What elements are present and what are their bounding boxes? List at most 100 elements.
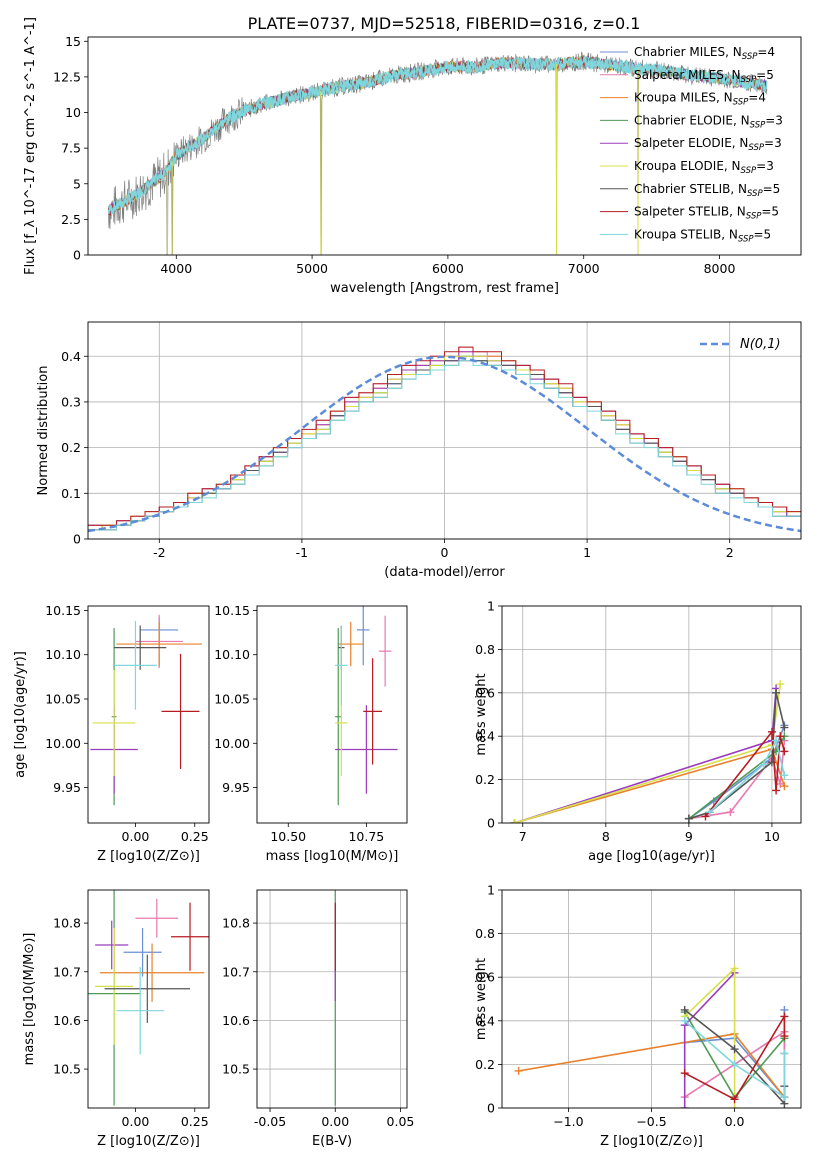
legend-subscript: SSP — [746, 212, 762, 222]
y-tick-label: 10.8 — [53, 916, 81, 931]
x-tick-label: 10.75 — [348, 829, 384, 844]
spectrum-lines — [107, 51, 768, 255]
legend-label: Kroupa MILES, NSSP=4 — [634, 91, 766, 108]
x-tick-label: 0 — [441, 545, 449, 560]
legend-nssp: =3 — [756, 159, 774, 173]
legend-label: Salpeter STELIB, NSSP=5 — [634, 205, 779, 222]
axes-frame — [256, 889, 408, 1109]
y-axis-label: mass [log10(M/M⊙)] — [22, 933, 37, 1066]
y-tick-label: 10.5 — [53, 1062, 81, 1077]
x-tick-label: 8 — [602, 829, 610, 844]
y-tick-label: 9.95 — [53, 780, 81, 795]
weight_vs_age-series — [510, 680, 789, 823]
y-tick-label: 10.15 — [45, 603, 81, 618]
legend-label: Salpeter ELODIE, NSSP=3 — [634, 136, 782, 153]
y-tick-label: 0 — [487, 1101, 495, 1116]
weight_vs_z-axes: −1.0 −0.5 0.0 0 0.2 0.4 0.6 0.8 1 Z [log10(Z/Z⊙)]… — [474, 883, 802, 1149]
x-tick-label: 0.00 — [122, 829, 150, 844]
y-tick-label: 1 — [487, 883, 495, 898]
y-tick-label: 10.05 — [214, 692, 250, 707]
y-tick-label: 0.8 — [475, 642, 495, 657]
x-tick-label: −0.5 — [636, 1114, 666, 1129]
y-axis-label: Normed distribution — [36, 366, 51, 496]
y-tick-label: 10.7 — [53, 964, 81, 979]
age_vs_mass-axes: 10.50 10.75 9.95 10.00 10.05 10.10 10.15 mass [… — [214, 603, 408, 864]
residuals-histograms — [88, 346, 801, 533]
y-axis-label: mass weight — [474, 673, 489, 755]
y-tick-label: 0.2 — [61, 440, 81, 455]
x-tick-label: 4000 — [160, 261, 192, 276]
y-tick-label: 9.95 — [222, 780, 250, 795]
y-tick-label: 10 — [65, 105, 81, 120]
legend-subscript: SSP — [741, 75, 757, 85]
weight_vs_z-series — [514, 964, 789, 1108]
y-tick-label: 0 — [73, 248, 81, 263]
y-tick-label: 5 — [73, 176, 81, 191]
legend-nssp: =4 — [757, 45, 775, 59]
y-tick-label: 0.6 — [475, 970, 495, 985]
legend-label: Salpeter MILES, NSSP=5 — [634, 68, 774, 85]
series-line — [704, 729, 786, 817]
axes-frame — [501, 889, 802, 1109]
x-axis-label: Z [log10(Z/Z⊙)] — [97, 1134, 200, 1149]
y-tick-label: 2.5 — [61, 212, 81, 227]
y-tick-label: 10.7 — [222, 964, 250, 979]
series-line — [514, 748, 786, 823]
histogram-step — [88, 360, 801, 531]
legend-subscript: SSP — [741, 166, 757, 176]
y-tick-label: 0.4 — [61, 349, 81, 364]
y-tick-label: 0.4 — [475, 1013, 495, 1028]
y-tick-label: 1 — [487, 599, 495, 614]
legend-subscript: SSP — [750, 120, 766, 130]
x-tick-label: 0.05 — [387, 1114, 415, 1129]
legend-label: Kroupa ELODIE, NSSP=3 — [634, 159, 774, 176]
weight_vs_age-axes: 7 8 9 10 0 0.2 0.4 0.6 0.8 1 age [log10(age/yr)] ma… — [474, 599, 802, 864]
age_vs_mass-points — [335, 606, 398, 806]
y-tick-label: 10.6 — [53, 1013, 81, 1028]
legend-nssp: =3 — [765, 113, 783, 127]
y-tick-label: 0.1 — [61, 486, 81, 501]
y-tick-label: 10.6 — [222, 1013, 250, 1028]
legend-nssp: =5 — [761, 205, 779, 219]
legend-nssp: =5 — [763, 182, 781, 196]
x-tick-label: 7 — [519, 829, 527, 844]
y-tick-label: 15 — [65, 34, 81, 49]
y-tick-label: 0.2 — [475, 1057, 495, 1072]
x-tick-label: 9 — [685, 829, 693, 844]
legend-nssp: =3 — [764, 136, 782, 150]
mass_vs_z-points — [88, 890, 209, 1106]
legend-label: N(0,1) — [740, 337, 781, 352]
y-axis-label: Flux [f_λ 10^-17 erg cm^-2 s^-1 A^-1] — [23, 17, 38, 275]
legend-label: Chabrier STELIB, NSSP=5 — [634, 182, 780, 199]
x-tick-label: 10 — [764, 829, 780, 844]
spectrum-data-line — [108, 51, 768, 255]
figure-title: PLATE=0737, MJD=52518, FIBERID=0316, z=0… — [248, 14, 641, 33]
legend-subscript: SSP — [748, 143, 764, 153]
y-tick-label: 10.15 — [214, 603, 250, 618]
x-axis-label: (data-model)/error — [384, 565, 505, 580]
legend-label: Chabrier MILES, NSSP=4 — [634, 45, 775, 62]
y-tick-label: 10.05 — [45, 692, 81, 707]
x-tick-label: 6000 — [432, 261, 464, 276]
axes-frame — [87, 36, 802, 256]
x-tick-label: -0.05 — [254, 1114, 286, 1129]
mass_vs_z-axes: 0.00 0.25 10.5 10.6 10.7 10.8 Z [log10(Z/Z⊙)] m… — [22, 889, 210, 1149]
residuals-axes: -2 -1 0 1 2 0 0.1 0.2 0.3 0.4 (data-model)/error No… — [36, 321, 802, 580]
x-axis-label: Z [log10(Z/Z⊙)] — [600, 1134, 703, 1149]
x-tick-label: 2 — [726, 545, 734, 560]
x-tick-label: 7000 — [568, 261, 600, 276]
y-axis-label: age [log10(age/yr)] — [13, 651, 28, 778]
y-tick-label: 0.2 — [475, 772, 495, 787]
x-axis-label: Z [log10(Z/Z⊙)] — [97, 849, 200, 864]
spectrum-legend: Chabrier MILES, NSSP=4 Salpeter MILES, NS… — [600, 45, 783, 244]
legend-subscript: SSP — [738, 234, 754, 244]
y-tick-label: 10.10 — [214, 647, 250, 662]
x-tick-label: 0.00 — [321, 1114, 349, 1129]
y-tick-label: 10.5 — [222, 1062, 250, 1077]
axes-frame — [256, 605, 408, 824]
legend-subscript: SSP — [733, 98, 749, 108]
y-tick-label: 0.6 — [475, 685, 495, 700]
legend-subscript: SSP — [742, 52, 758, 62]
